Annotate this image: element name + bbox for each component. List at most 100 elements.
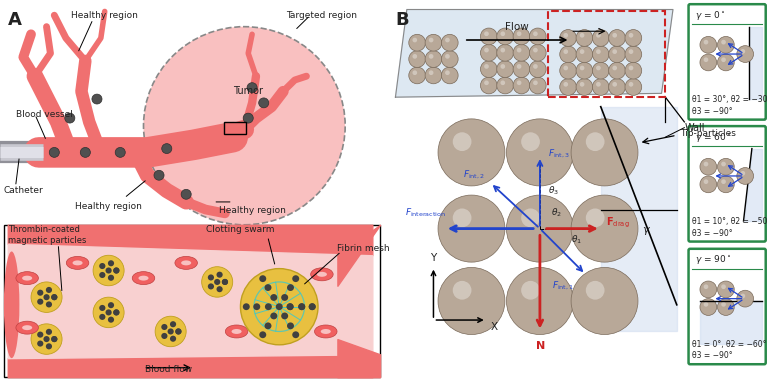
Circle shape [412, 70, 417, 75]
Circle shape [612, 66, 617, 70]
Circle shape [497, 77, 514, 94]
Text: $\theta_3$: $\theta_3$ [548, 184, 558, 197]
Circle shape [625, 46, 642, 63]
Circle shape [721, 162, 726, 166]
Circle shape [737, 168, 753, 184]
Ellipse shape [16, 272, 38, 285]
Circle shape [517, 80, 521, 85]
Circle shape [497, 45, 514, 61]
Text: $\gamma$ = 0$^\circ$: $\gamma$ = 0$^\circ$ [694, 9, 725, 22]
Circle shape [571, 195, 638, 262]
Circle shape [51, 336, 58, 342]
Circle shape [105, 309, 111, 315]
Circle shape [517, 31, 521, 36]
Circle shape [37, 331, 43, 338]
Circle shape [309, 303, 316, 310]
Circle shape [264, 284, 272, 291]
Circle shape [513, 77, 530, 94]
Text: $\mathbf{N}$: $\mathbf{N}$ [535, 339, 545, 351]
Text: A: A [8, 11, 22, 29]
Circle shape [513, 61, 530, 77]
Circle shape [529, 61, 546, 77]
Circle shape [571, 267, 638, 335]
Circle shape [625, 78, 642, 95]
Circle shape [46, 343, 52, 349]
Circle shape [309, 303, 316, 310]
Circle shape [162, 144, 172, 154]
Text: θ1 = 10°, θ2 = −50°
θ3 = −90°: θ1 = 10°, θ2 = −50° θ3 = −90° [692, 217, 768, 238]
Circle shape [612, 33, 617, 38]
Bar [224, 122, 246, 134]
Ellipse shape [22, 325, 32, 330]
Circle shape [481, 28, 497, 45]
Text: Thrombin-coated
magnetic particles: Thrombin-coated magnetic particles [8, 225, 86, 245]
Circle shape [717, 37, 734, 53]
Bar [548, 11, 665, 97]
Circle shape [243, 113, 253, 123]
Text: Blood vessel: Blood vessel [15, 110, 72, 119]
Circle shape [44, 294, 50, 300]
Circle shape [580, 66, 584, 70]
Circle shape [409, 34, 425, 51]
Circle shape [154, 170, 164, 180]
Circle shape [270, 312, 277, 319]
Circle shape [170, 336, 176, 342]
Circle shape [99, 263, 105, 269]
Circle shape [429, 54, 433, 59]
Circle shape [481, 45, 497, 61]
Polygon shape [396, 10, 673, 97]
Circle shape [481, 77, 497, 94]
Ellipse shape [72, 261, 83, 265]
Circle shape [264, 322, 272, 329]
Ellipse shape [175, 256, 197, 269]
Circle shape [703, 284, 708, 289]
Circle shape [144, 27, 345, 225]
Circle shape [625, 62, 642, 79]
Circle shape [533, 48, 538, 53]
Text: Catheter: Catheter [4, 186, 44, 195]
Circle shape [453, 281, 472, 299]
Circle shape [501, 31, 505, 36]
Circle shape [501, 80, 505, 85]
Circle shape [592, 30, 609, 46]
Circle shape [113, 267, 120, 274]
Circle shape [425, 51, 442, 67]
Circle shape [105, 267, 111, 274]
Circle shape [609, 62, 625, 79]
Ellipse shape [225, 325, 248, 338]
Circle shape [37, 290, 43, 296]
Circle shape [453, 208, 472, 227]
Circle shape [409, 51, 425, 67]
Circle shape [276, 303, 283, 310]
Circle shape [167, 328, 174, 335]
Text: $\gamma$ = 60$^\circ$: $\gamma$ = 60$^\circ$ [694, 131, 731, 144]
Circle shape [259, 98, 269, 108]
Circle shape [108, 302, 114, 308]
Circle shape [517, 48, 521, 53]
Circle shape [175, 328, 181, 335]
Circle shape [506, 195, 574, 262]
Circle shape [208, 274, 214, 280]
Circle shape [113, 309, 120, 315]
Circle shape [586, 208, 604, 227]
Circle shape [108, 260, 114, 266]
Text: θ1 = 0°, θ2 = −60°
θ3 = −90°: θ1 = 0°, θ2 = −60° θ3 = −90° [692, 339, 767, 360]
Circle shape [533, 31, 538, 36]
Circle shape [700, 176, 717, 193]
Polygon shape [743, 149, 762, 221]
Circle shape [703, 40, 708, 45]
Circle shape [700, 37, 717, 53]
Circle shape [612, 82, 617, 86]
Ellipse shape [181, 261, 191, 265]
Text: Y: Y [430, 253, 436, 263]
Circle shape [592, 62, 609, 79]
Ellipse shape [321, 329, 331, 334]
Circle shape [442, 51, 458, 67]
Ellipse shape [22, 276, 32, 280]
Circle shape [700, 299, 717, 315]
Circle shape [265, 303, 272, 310]
Circle shape [737, 290, 753, 307]
Ellipse shape [138, 276, 148, 280]
Circle shape [442, 34, 458, 51]
Text: Fibrin mesh: Fibrin mesh [337, 244, 390, 253]
